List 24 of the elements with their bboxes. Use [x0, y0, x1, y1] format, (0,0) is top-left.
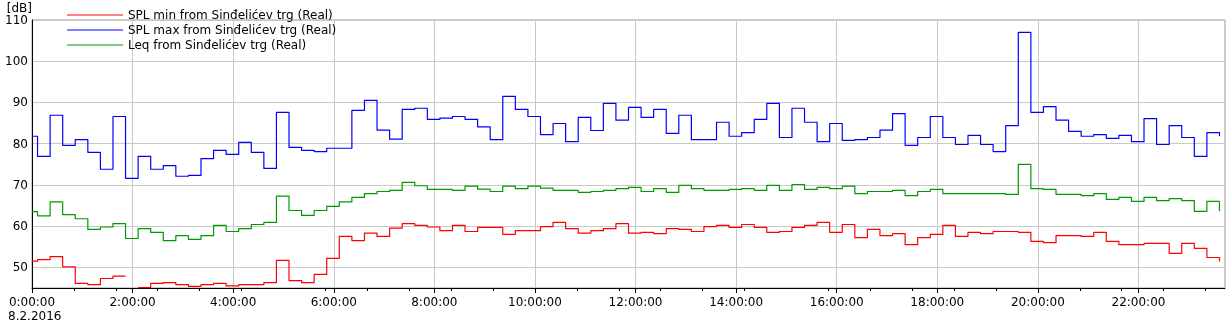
text: 8.2.2016 [8, 309, 62, 323]
y-tick-label: 50 [12, 260, 28, 275]
y-tick-label: 100 [5, 54, 28, 69]
x-tick-label: 10:00:00 [508, 295, 562, 309]
legend-label: SPL min from Sinđelićev trg (Real) [128, 8, 333, 22]
y-tick-label: 110 [5, 13, 28, 27]
x-tick-label: 6:00:00 [310, 295, 357, 309]
x-tick-label: 8:00:00 [411, 295, 458, 309]
x-tick-label: 22:00:00 [1111, 295, 1166, 309]
y-tick-label: 70 [12, 177, 28, 192]
x-tick-label: 16:00:00 [809, 295, 864, 309]
x-tick-label: 4:00:00 [210, 295, 257, 309]
y-tick-label: 80 [12, 136, 28, 151]
y-tick-label: 90 [12, 95, 28, 110]
x-tick-label: 18:00:00 [910, 295, 965, 309]
x-tick-label: 14:00:00 [709, 295, 764, 309]
legend-label: SPL max from Sinđelićev trg (Real) [128, 23, 337, 37]
y-tick-label: 60 [12, 219, 28, 234]
x-tick-label: 20:00:00 [1010, 295, 1065, 309]
legend-label: Leq from Sinđelićev trg (Real) [128, 38, 307, 52]
y-axis-title: [dB] [6, 1, 32, 16]
x-tick-label: 2:00:00 [109, 295, 156, 309]
x-tick-label: 12:00:00 [608, 295, 663, 309]
x-tick-label: 0:00:00 [8, 295, 56, 309]
